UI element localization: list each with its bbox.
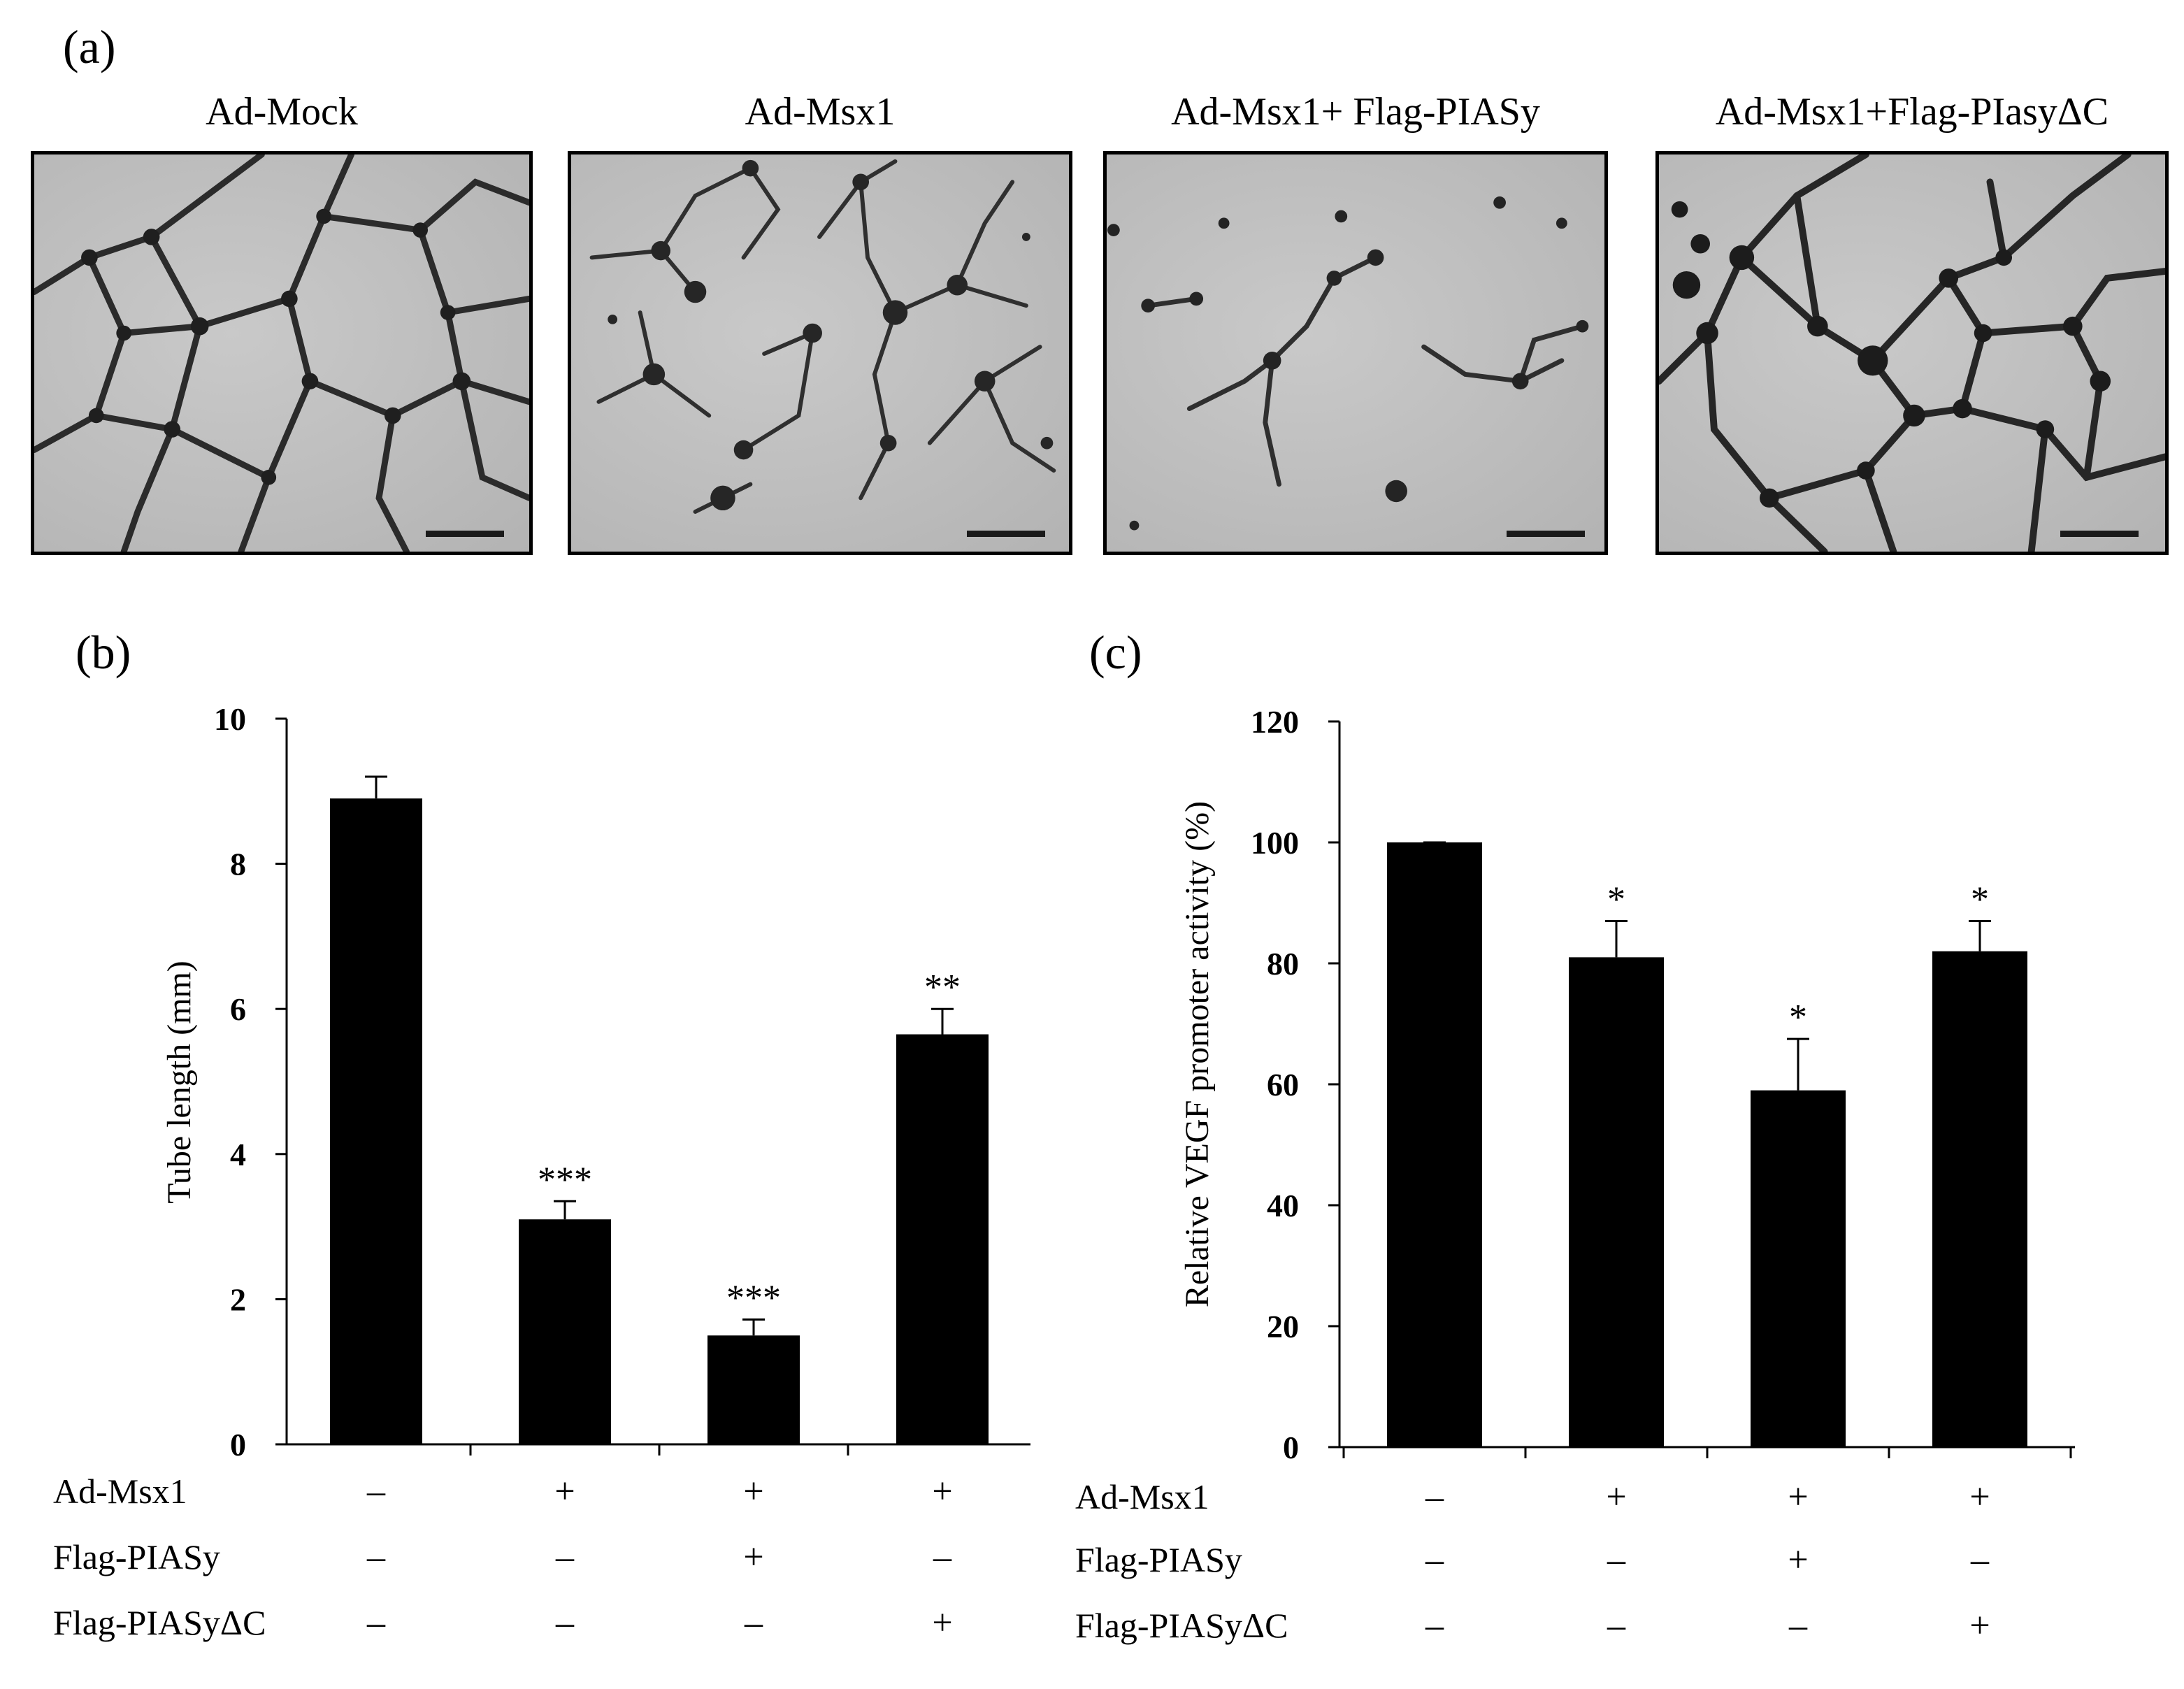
chart-b-condition-symbol: – (744, 1603, 763, 1643)
chart-b-y-tick-label: 6 (230, 991, 246, 1027)
chart-b-bar (707, 1335, 800, 1444)
chart-c-condition-label: Ad-Msx1 (1075, 1477, 1209, 1516)
chart-b-significance-mark: *** (726, 1278, 781, 1318)
chart-b-y-tick-label: 10 (214, 701, 246, 737)
panel-c-label: (c) (1089, 626, 1142, 679)
chart-b-condition-symbol: + (743, 1537, 763, 1577)
chart-b-y-axis-title: Tube length (mm) (161, 961, 198, 1204)
chart-b-y-tick-label: 0 (230, 1427, 246, 1462)
chart-b-condition-symbol: – (366, 1537, 386, 1577)
chart-c-y-axis-title: Relative VEGF promoter activity (%) (1179, 801, 1216, 1307)
micrograph-ad-msx1-flag-piasy (1103, 151, 1608, 555)
image-title-ad-msx1-flag-piasy: Ad-Msx1+ Flag-PIASy (1171, 90, 1540, 134)
chart-c-condition-symbol: – (1970, 1540, 1990, 1580)
chart-b-condition-symbol: + (932, 1603, 952, 1643)
chart-b-significance-mark: ** (924, 968, 961, 1007)
chart-c-y-tick-label: 0 (1283, 1430, 1299, 1465)
chart-b-condition-symbol: + (743, 1472, 763, 1511)
chart-c-significance-mark: * (1607, 879, 1625, 919)
chart-b-condition-symbol: – (366, 1472, 386, 1511)
chart-b-y-tick-label: 8 (230, 847, 246, 882)
scale-bar (426, 531, 504, 537)
chart-c-condition-label: Flag-PIASy (1075, 1540, 1242, 1579)
chart-c-condition-symbol: – (1788, 1606, 1808, 1646)
chart-b-y-tick-label: 2 (230, 1281, 246, 1317)
micrograph-ad-msx1 (568, 151, 1072, 555)
chart-b-condition-label: Flag-PIASy (53, 1537, 220, 1576)
micrograph-ad-msx1-flag-piasy-dc (1655, 151, 2169, 555)
chart-b-condition-symbol: – (366, 1603, 386, 1643)
scale-bar (1507, 531, 1585, 537)
panel-b-label: (b) (76, 626, 131, 679)
chart-c-condition-symbol: + (1969, 1606, 1990, 1646)
chart-b-condition-symbol: – (555, 1603, 575, 1643)
chart-c-y-tick-label: 20 (1267, 1309, 1299, 1344)
chart-c-condition-symbol: – (1607, 1606, 1626, 1646)
chart-b-condition-label: Flag-PIASyΔC (53, 1603, 266, 1642)
image-title-ad-mock: Ad-Mock (206, 90, 358, 134)
chart-c-significance-mark: * (1789, 998, 1807, 1037)
chart-b-condition-label: Ad-Msx1 (53, 1472, 187, 1511)
image-title-ad-msx1-flag-piasy-dc: Ad-Msx1+Flag-PIasyΔC (1715, 90, 2109, 134)
chart-b-y-tick-label: 4 (230, 1137, 246, 1172)
chart-c-bar (1751, 1090, 1846, 1447)
chart-c-y-tick-label: 60 (1267, 1067, 1299, 1102)
chart-c-y-tick-label: 80 (1267, 946, 1299, 982)
chart-c-y-tick-label: 120 (1251, 704, 1299, 740)
chart-c-condition-symbol: + (1788, 1477, 1808, 1517)
chart-c-bar (1932, 951, 2027, 1447)
chart-b-significance-mark: *** (538, 1160, 592, 1200)
panel-a-label: (a) (63, 20, 116, 73)
chart-c-condition-symbol: – (1425, 1477, 1444, 1517)
chart-c-y-tick-label: 100 (1251, 825, 1299, 861)
chart-c-condition-symbol: – (1425, 1540, 1444, 1580)
chart-b-condition-symbol: – (555, 1537, 575, 1577)
chart-c-bar (1387, 842, 1482, 1447)
chart-c-condition-symbol: – (1607, 1540, 1626, 1580)
image-title-ad-msx1: Ad-Msx1 (745, 90, 896, 134)
chart-c-condition-symbol: + (1788, 1540, 1808, 1580)
chart-c-bar (1569, 957, 1664, 1447)
scale-bar (967, 531, 1045, 537)
chart-c-significance-mark: * (1971, 879, 1989, 919)
micrograph-ad-mock (31, 151, 533, 555)
chart-b-condition-symbol: + (932, 1472, 952, 1511)
scale-bar (2060, 531, 2139, 537)
chart-c-condition-label: Flag-PIASyΔC (1075, 1606, 1288, 1645)
chart-c-condition-symbol: – (1425, 1606, 1444, 1646)
chart-b-condition-symbol: + (554, 1472, 575, 1511)
chart-c-condition-symbol: + (1606, 1477, 1626, 1517)
chart-b-bar (330, 798, 422, 1444)
chart-b-bar (896, 1034, 989, 1444)
chart-c-condition-symbol: + (1969, 1477, 1990, 1517)
chart-b-condition-symbol: – (933, 1537, 952, 1577)
chart-c-y-tick-label: 40 (1267, 1188, 1299, 1223)
chart-b-bar (519, 1219, 611, 1444)
